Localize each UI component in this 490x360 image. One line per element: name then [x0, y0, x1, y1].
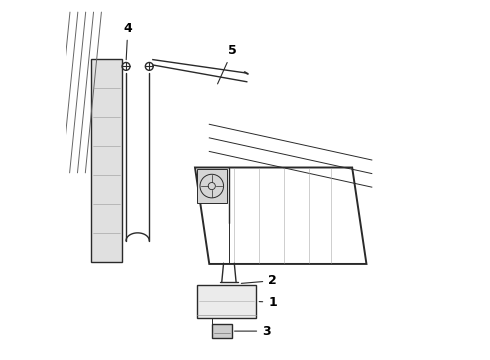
Text: 1: 1 [259, 296, 277, 309]
Text: 4: 4 [123, 22, 132, 60]
Bar [197, 285, 256, 318]
Text: 5: 5 [218, 44, 237, 84]
Text: 2: 2 [242, 274, 277, 287]
Bar [212, 324, 232, 338]
Bar [92, 59, 122, 262]
Text: 3: 3 [235, 325, 271, 338]
Bar [197, 169, 227, 203]
